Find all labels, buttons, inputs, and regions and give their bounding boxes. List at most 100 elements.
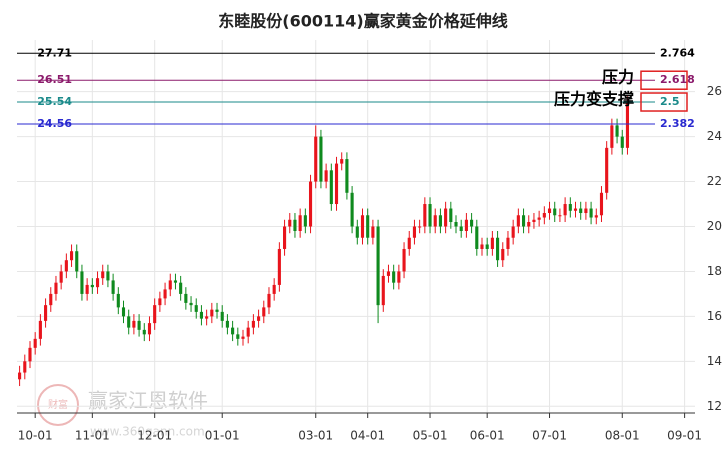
candle-body (163, 289, 167, 299)
candle-body (147, 323, 152, 335)
candle-body (553, 208, 557, 216)
annotation-box (640, 70, 688, 90)
candle-body (293, 219, 297, 231)
candle-body (267, 293, 271, 308)
y-tick-label: 20 (707, 219, 722, 233)
candle-body (298, 215, 302, 231)
candle-body (366, 215, 370, 238)
x-tick-label: 05-01 (413, 429, 448, 443)
level-ratio-label: 2.5 (660, 95, 680, 108)
candle-body (69, 251, 74, 261)
candle-body (563, 204, 567, 216)
candle-body (251, 320, 255, 328)
candle-body (329, 170, 333, 205)
candle-body (33, 338, 37, 348)
candle-body (132, 320, 136, 328)
x-tick-label: 03-01 (298, 429, 333, 443)
level-ratio-label: 2.382 (660, 117, 695, 130)
candle-body (199, 311, 203, 319)
x-tick-label: 01-01 (205, 429, 240, 443)
level-price-label: 24.56 (37, 117, 72, 130)
candle-body (257, 316, 261, 321)
candle-body (537, 217, 541, 220)
candle-body (137, 320, 141, 330)
candle-body (314, 136, 318, 182)
candle-body (303, 215, 307, 227)
x-tick-label: 06-01 (470, 429, 505, 443)
level-ratio-label: 2.618 (660, 73, 695, 86)
candle-body (23, 361, 27, 373)
y-tick-label: 14 (707, 354, 722, 368)
candle-body (158, 298, 162, 306)
candle-body (568, 204, 572, 211)
candle-body (407, 237, 411, 249)
watermark-logo-text: 财富 (48, 398, 68, 411)
candle-body (355, 226, 359, 238)
candle-body (90, 284, 94, 288)
candle-body (44, 305, 48, 321)
candle-body (153, 305, 157, 324)
candle-body (464, 219, 468, 231)
candle-body (262, 307, 266, 317)
y-tick-label: 12 (707, 399, 722, 413)
candle-body (444, 208, 448, 227)
watermark-text: 赢家江恩软件 (88, 389, 208, 413)
candle-body (49, 293, 53, 306)
annotation: 压力变支撑 (554, 90, 634, 109)
candle-body (371, 226, 375, 238)
candle-body (558, 215, 562, 217)
candle-body (625, 102, 630, 148)
x-tick-label: 09-01 (667, 429, 702, 443)
candle-body (288, 219, 292, 227)
candle-body (205, 316, 209, 319)
candle-body (28, 347, 32, 362)
candle-body (210, 309, 214, 317)
level-price-label: 25.54 (37, 95, 72, 108)
candle-body (511, 226, 515, 238)
x-tick-label: 11-01 (75, 429, 110, 443)
candle-body (215, 309, 219, 312)
candle-body (350, 192, 354, 227)
candle-body (75, 251, 79, 272)
y-tick-label: 22 (707, 174, 722, 188)
candle-body (308, 181, 313, 227)
candle-body (179, 282, 183, 294)
candle-body (173, 280, 178, 283)
watermark-logo (37, 384, 79, 426)
candle-body (454, 222, 458, 227)
candle-body (438, 215, 442, 227)
candle-body (542, 213, 546, 218)
level-price-label: 27.71 (37, 46, 72, 59)
candle-body (402, 248, 406, 272)
candle-body (397, 271, 401, 283)
candle-body (615, 125, 619, 137)
candle-body (485, 244, 489, 249)
candle-body (459, 226, 463, 231)
candle-body (184, 293, 188, 303)
candle-body (277, 248, 281, 285)
candle-body (386, 271, 391, 276)
annotation-box (640, 92, 688, 112)
candle-body (423, 204, 427, 227)
candle-body (418, 226, 422, 228)
candle-body (381, 275, 385, 306)
candle-body (376, 226, 380, 306)
candle-body (106, 271, 110, 281)
candle-body (168, 280, 172, 290)
candle-body (532, 219, 536, 223)
candle-body (38, 320, 42, 339)
candle-body (392, 271, 396, 283)
candle-body (236, 334, 240, 339)
y-tick-label: 18 (707, 264, 722, 278)
candle-body (241, 336, 245, 339)
candle-body (470, 219, 474, 227)
watermark-url: www.360gann.com (90, 425, 205, 439)
candle-body (496, 237, 500, 261)
candle-body (527, 222, 531, 227)
candle-body (142, 329, 146, 335)
candle-body (85, 284, 89, 294)
candle-body (18, 372, 22, 380)
candle-body (480, 244, 484, 249)
x-tick-label: 12-01 (137, 429, 172, 443)
candle-body (620, 136, 624, 148)
